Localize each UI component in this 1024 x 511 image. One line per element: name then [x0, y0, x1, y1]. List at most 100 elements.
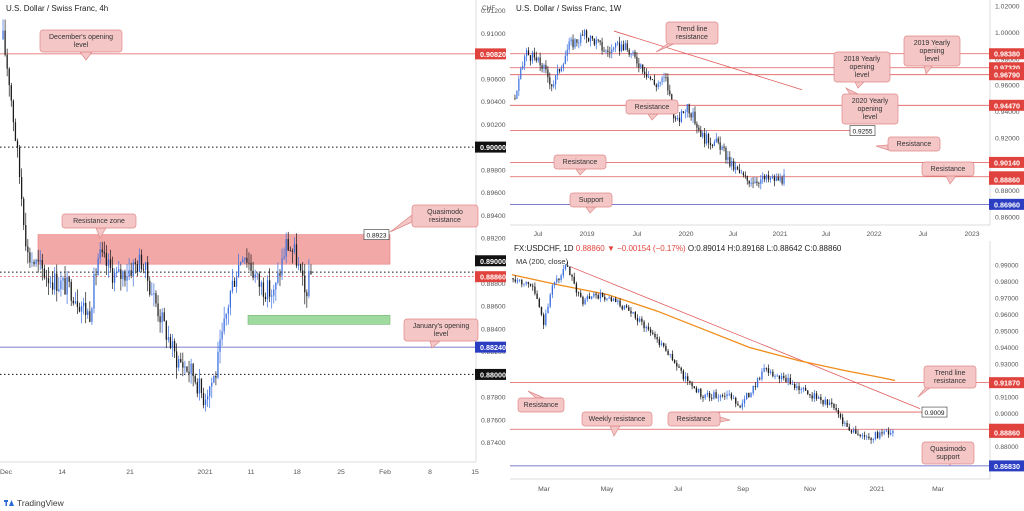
candle-body	[719, 395, 722, 398]
candle	[643, 320, 645, 332]
candle-body	[697, 388, 700, 393]
candle-body	[190, 363, 192, 374]
candle	[219, 329, 221, 364]
candle	[525, 281, 527, 286]
candle	[580, 290, 582, 298]
candle	[153, 283, 155, 307]
candle	[514, 275, 516, 284]
candle-body	[684, 376, 687, 380]
candle	[601, 292, 604, 298]
candle-body	[611, 49, 613, 53]
candle-body	[761, 371, 763, 380]
candle	[58, 277, 60, 293]
candle	[293, 237, 296, 255]
candle-body	[254, 274, 256, 278]
h4-callout-quasimodo-text: resistance	[429, 217, 461, 224]
candle-body	[822, 399, 824, 405]
candle-body	[711, 144, 714, 147]
candle	[571, 273, 573, 281]
candle-body	[876, 432, 879, 439]
candle	[775, 173, 777, 182]
candle-body	[826, 399, 829, 405]
candle-body	[184, 366, 186, 368]
candle	[157, 295, 159, 322]
candle-body	[642, 64, 644, 72]
candle	[645, 325, 647, 333]
candle	[538, 297, 540, 308]
candle	[124, 269, 126, 287]
candle-body	[624, 43, 626, 51]
candle-body	[537, 57, 539, 61]
candle-body	[744, 175, 746, 177]
time-tick-label: 14	[58, 469, 66, 476]
price-tick-label: 0.88200	[481, 349, 506, 356]
candle-body	[890, 433, 892, 435]
w1-callout-2018-text: 2018 Yearly	[844, 56, 881, 63]
candle-body	[289, 250, 291, 252]
w1-level-badge: 0.90140	[989, 156, 1024, 168]
candle	[553, 281, 556, 289]
candle	[120, 264, 122, 291]
time-tick-label: Sep	[737, 486, 749, 493]
candle	[211, 377, 213, 399]
candle	[859, 434, 861, 438]
candle	[621, 304, 623, 311]
candle	[51, 271, 54, 295]
candle	[136, 260, 139, 277]
candle	[771, 174, 774, 180]
candle	[887, 427, 890, 438]
d1-level-badge-bg	[989, 377, 1024, 389]
candle	[173, 338, 176, 359]
candle-body	[514, 279, 516, 282]
candle	[731, 157, 733, 171]
candle-body	[240, 261, 242, 265]
candle	[818, 395, 820, 399]
candle-body	[258, 273, 260, 287]
candle	[549, 292, 551, 309]
w1-chart-panel[interactable]: 1.02000 1.00000 0.98000 0.96000 0.94000 0.920…	[510, 0, 1024, 241]
candle	[667, 348, 669, 356]
candle	[111, 256, 114, 289]
candle	[4, 19, 6, 57]
candle	[680, 366, 682, 374]
w1-callout-trendline-text: resistance	[676, 34, 708, 41]
candle	[599, 289, 602, 303]
ohlc-down-arrow: ▼	[606, 244, 615, 253]
d1-level-badge: 0.91870	[989, 377, 1024, 389]
w1-callout-resistance-1-text: Resistance	[635, 104, 670, 111]
candle-body	[874, 432, 877, 440]
candle-body	[671, 94, 673, 105]
ohlc-last: 0.88860	[575, 244, 605, 253]
candle-body	[132, 262, 134, 276]
h4-chart-panel[interactable]: CHF0.912000.910000.908000.906000.904000.…	[0, 0, 506, 478]
candle-body	[64, 278, 66, 295]
candle	[556, 64, 559, 80]
candle	[876, 430, 879, 439]
w1-level-badge-text: 0.97320	[994, 64, 1020, 73]
d1-chart-panel[interactable]: 0.99000 0.98000 0.97000 0.96000 0.95000 0.940…	[510, 241, 1024, 496]
candle	[870, 436, 872, 444]
candle-body	[759, 378, 761, 380]
tradingview-brand: TradingView	[17, 498, 64, 508]
candle-body	[560, 275, 562, 280]
candle	[537, 56, 539, 63]
d1-callout-resistance-2-text: Resistance	[677, 416, 712, 423]
w1-inline-badge: 0.9255	[849, 125, 876, 136]
w1-price-ticks: 1.02000 1.00000 0.98000 0.96000 0.94000 0.920…	[995, 4, 1020, 222]
candle	[608, 295, 610, 300]
candle-body	[733, 161, 735, 170]
candle-body	[717, 138, 719, 143]
candle	[227, 304, 229, 325]
candle	[31, 252, 33, 268]
w1-callout-resistance-2-text: Resistance	[897, 141, 932, 148]
footer: TradingView	[0, 496, 1024, 511]
candle	[167, 325, 170, 343]
candle-body	[597, 295, 599, 299]
candle	[151, 282, 153, 296]
time-tick-label: 11	[247, 469, 254, 476]
candle-body	[726, 394, 728, 397]
candle	[655, 83, 657, 92]
w1-level-badge-text: 0.94470	[994, 101, 1020, 110]
candle-body	[656, 337, 658, 340]
candle	[811, 391, 813, 402]
